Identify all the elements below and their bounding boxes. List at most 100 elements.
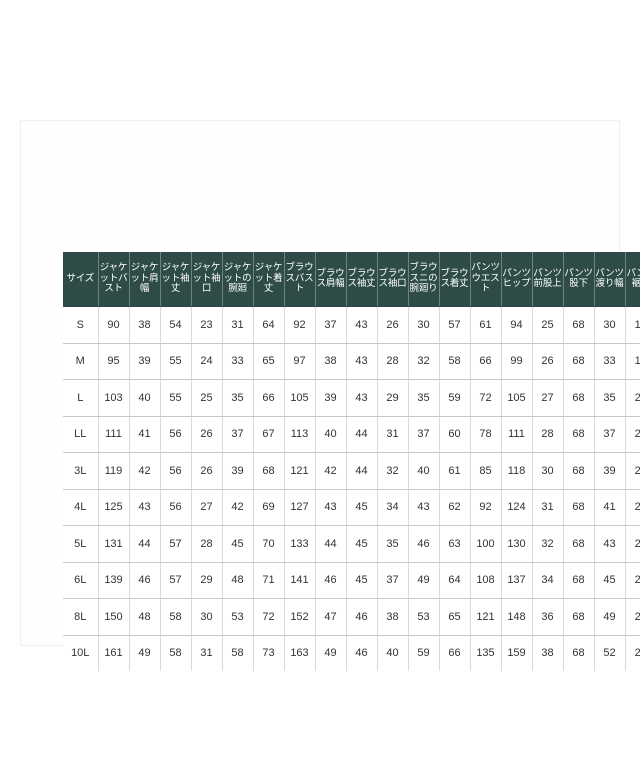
- table-cell: 35: [408, 379, 440, 417]
- size-label: LL: [63, 416, 99, 453]
- table-cell: 45: [346, 562, 378, 599]
- table-cell: 23: [625, 489, 640, 526]
- table-cell: 53: [408, 598, 440, 636]
- table-cell: 72: [253, 598, 285, 636]
- size-label: M: [63, 343, 99, 380]
- table-cell: 35: [594, 379, 626, 417]
- table-cell: 68: [563, 452, 595, 490]
- table-cell: 108: [470, 562, 502, 599]
- column-header-pants-front-rise: パンツ前股上: [532, 252, 564, 307]
- table-cell: 68: [253, 452, 285, 490]
- table-cell: 66: [470, 343, 502, 380]
- table-cell: 55: [160, 379, 192, 417]
- table-cell: 38: [129, 306, 161, 344]
- table-cell: 111: [98, 416, 130, 453]
- table-cell: 31: [532, 489, 564, 526]
- table-cell: 30: [532, 452, 564, 490]
- table-row: 3L 119 42 56 26 39 68 121 42 44 32 40 61…: [63, 452, 640, 490]
- table-cell: 34: [377, 489, 409, 526]
- table-cell: 68: [563, 306, 595, 344]
- table-cell: 37: [222, 416, 254, 453]
- table-cell: 105: [284, 379, 316, 417]
- table-cell: 35: [377, 525, 409, 563]
- table-cell: 150: [98, 598, 130, 636]
- column-header-label: パンツ股下: [564, 267, 593, 289]
- table-cell: 19: [625, 343, 640, 380]
- table-cell: 30: [408, 306, 440, 344]
- size-label: 10L: [63, 635, 99, 671]
- table-row: 8L 150 48 58 30 53 72 152 47 46 38 53 65…: [63, 598, 640, 636]
- table-cell: 40: [129, 379, 161, 417]
- table-cell: 57: [160, 562, 192, 599]
- table-cell: 72: [470, 379, 502, 417]
- table-cell: 70: [253, 525, 285, 563]
- table-cell: 46: [346, 635, 378, 671]
- table-cell: 20: [625, 379, 640, 417]
- table-cell: 28: [625, 635, 640, 671]
- table-cell: 29: [377, 379, 409, 417]
- size-label: 4L: [63, 489, 99, 526]
- column-header-label: ブラウス袖口: [378, 267, 407, 289]
- table-cell: 28: [191, 525, 223, 563]
- table-cell: 59: [408, 635, 440, 671]
- table-cell: 58: [439, 343, 471, 380]
- table-cell: 85: [470, 452, 502, 490]
- table-cell: 42: [129, 452, 161, 490]
- table-cell: 35: [222, 379, 254, 417]
- column-header-label: ブラウス着丈: [440, 267, 469, 289]
- table-cell: 39: [594, 452, 626, 490]
- table-cell: 25: [532, 306, 564, 344]
- table-cell: 92: [284, 306, 316, 344]
- column-header-label: サイズ: [66, 272, 95, 284]
- table-cell: 56: [160, 416, 192, 453]
- size-table-container: サイズ ジャケットバスト ジャケット肩幅 ジャケット袖丈 ジャケット袖口 ジャケ…: [63, 252, 640, 671]
- table-cell: 32: [377, 452, 409, 490]
- column-header-label: ジャケット袖口: [192, 262, 221, 295]
- column-header-blouse-body-length: ブラウス着丈: [439, 252, 471, 307]
- table-cell: 55: [160, 343, 192, 380]
- table-cell: 111: [501, 416, 533, 453]
- content-panel: サイズ ジャケットバスト ジャケット肩幅 ジャケット袖丈 ジャケット袖口 ジャケ…: [20, 120, 640, 671]
- table-cell: 61: [439, 452, 471, 490]
- column-header-jacket-armhole: ジャケットの腕廻: [222, 252, 254, 307]
- column-header-blouse-sleeve-length: ブラウス袖丈: [346, 252, 378, 307]
- table-cell: 39: [315, 379, 347, 417]
- table-cell: 68: [563, 635, 595, 671]
- table-cell: 137: [501, 562, 533, 599]
- table-cell: 45: [594, 562, 626, 599]
- table-cell: 95: [98, 343, 130, 380]
- table-cell: 31: [377, 416, 409, 453]
- column-header-label: ジャケット着丈: [254, 262, 283, 295]
- table-cell: 58: [222, 635, 254, 671]
- table-cell: 59: [439, 379, 471, 417]
- table-cell: 105: [501, 379, 533, 417]
- table-cell: 161: [98, 635, 130, 671]
- table-cell: 53: [222, 598, 254, 636]
- table-cell: 49: [129, 635, 161, 671]
- table-cell: 44: [129, 525, 161, 563]
- table-cell: 159: [501, 635, 533, 671]
- table-cell: 68: [563, 379, 595, 417]
- table-cell: 38: [315, 343, 347, 380]
- table-cell: 57: [160, 525, 192, 563]
- column-header-label: パンツ裾幅: [626, 267, 640, 289]
- table-cell: 68: [563, 562, 595, 599]
- column-header-label: ジャケットの腕廻: [223, 262, 252, 295]
- column-header-label: パンツウエスト: [471, 262, 500, 295]
- table-cell: 27: [625, 598, 640, 636]
- table-cell: 125: [98, 489, 130, 526]
- table-cell: 43: [346, 343, 378, 380]
- table-cell: 24: [625, 525, 640, 563]
- table-cell: 27: [532, 379, 564, 417]
- table-body: S 90 38 54 23 31 64 92 37 43 26 30 57 61: [63, 306, 640, 671]
- table-cell: 73: [253, 635, 285, 671]
- table-cell: 36: [532, 598, 564, 636]
- table-row: 5L 131 44 57 28 45 70 133 44 45 35 46 63…: [63, 525, 640, 563]
- table-cell: 54: [160, 306, 192, 344]
- table-cell: 28: [532, 416, 564, 453]
- table-header: サイズ ジャケットバスト ジャケット肩幅 ジャケット袖丈 ジャケット袖口 ジャケ…: [63, 252, 640, 307]
- size-label: S: [63, 306, 99, 344]
- table-cell: 18: [625, 306, 640, 344]
- column-header-label: パンツ前股上: [533, 267, 562, 289]
